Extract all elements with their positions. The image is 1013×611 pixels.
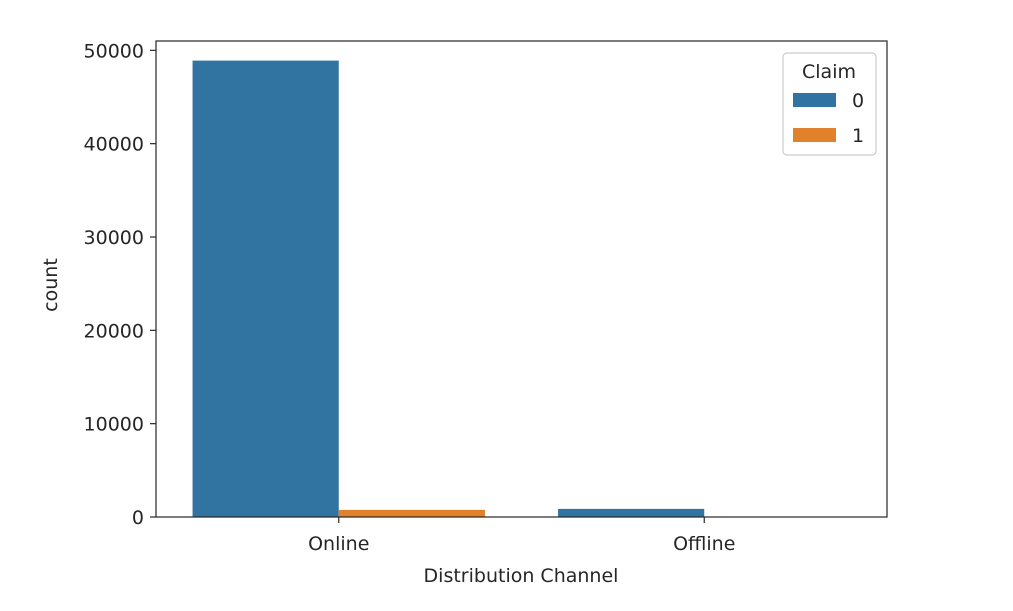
bar-online-series-0 [193, 61, 339, 517]
bar-offline-series-0 [558, 509, 704, 517]
bar-online-series-1 [339, 510, 485, 517]
x-tick-label-online: Online [308, 533, 369, 555]
y-tick-label-50000: 50000 [84, 40, 144, 62]
y-tick-label-30000: 30000 [84, 227, 144, 249]
y-tick-label-10000: 10000 [84, 414, 144, 436]
x-axis-label: Distribution Channel [424, 565, 619, 587]
y-tick-label-40000: 40000 [84, 134, 144, 156]
legend-label-1: 1 [852, 125, 864, 147]
legend: Claim 0 1 [783, 53, 876, 155]
legend-swatch-1 [793, 128, 836, 142]
y-axis-label: count [40, 258, 62, 312]
bars-layer [193, 61, 851, 517]
y-tick-label-20000: 20000 [84, 320, 144, 342]
ticks-layer: Online Offline 0 10000 20000 30000 40000 50000 [84, 40, 736, 555]
legend-swatch-0 [793, 93, 836, 107]
y-tick-label-0: 0 [132, 507, 144, 529]
legend-title: Claim [802, 61, 856, 83]
x-tick-label-offline: Offline [673, 533, 735, 555]
legend-label-0: 0 [852, 90, 864, 112]
